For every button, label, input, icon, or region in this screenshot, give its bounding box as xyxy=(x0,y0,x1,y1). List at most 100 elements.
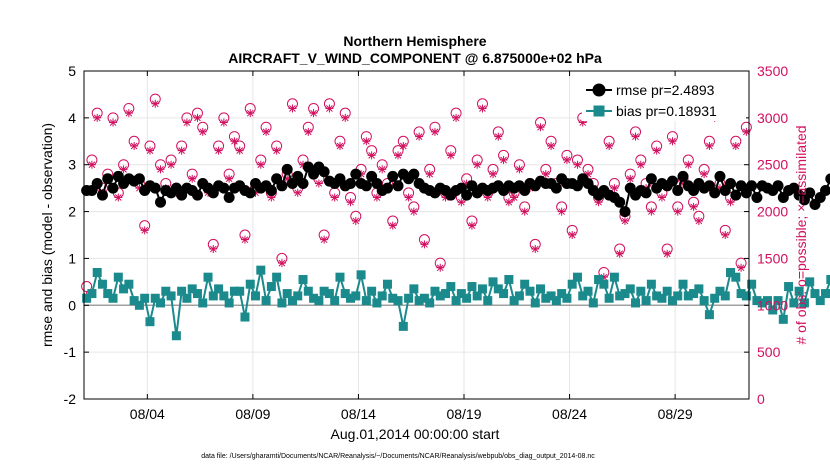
bias-point xyxy=(108,293,118,303)
bias-point xyxy=(541,293,551,303)
bias-point xyxy=(419,293,429,303)
obs-assimilated-point xyxy=(668,137,677,146)
obs-assimilated-point xyxy=(351,216,360,225)
bias-series xyxy=(82,265,830,341)
obs-assimilated-point xyxy=(652,146,661,155)
obs-assimilated-point xyxy=(531,245,540,254)
x-tick-label: 08/14 xyxy=(341,406,376,422)
obs-assimilated-point xyxy=(188,174,197,183)
obs-assimilated-point xyxy=(441,193,450,202)
bias-point xyxy=(414,296,424,306)
bias-point xyxy=(762,296,772,306)
obs-assimilated-point xyxy=(124,109,133,118)
obs-assimilated-point xyxy=(504,198,513,207)
obs-assimilated-point xyxy=(325,104,334,113)
rmse-point xyxy=(223,192,235,204)
bias-point xyxy=(256,265,266,275)
rmse-point xyxy=(345,177,357,189)
bias-point xyxy=(430,286,440,296)
obs-assimilated-point xyxy=(436,263,445,272)
bias-point xyxy=(182,293,192,303)
obs-assimilated-point xyxy=(689,202,698,211)
bias-point xyxy=(171,331,181,341)
bias-point xyxy=(810,289,820,299)
obs-assimilated-point xyxy=(536,123,545,132)
obs-assimilated-point xyxy=(494,132,503,141)
legend-box xyxy=(582,77,746,121)
rmse-point xyxy=(91,177,103,189)
obs-assimilated-point xyxy=(715,184,724,193)
chart-title: Northern Hemisphere xyxy=(343,33,486,49)
legend-rmse-marker xyxy=(592,83,606,97)
x-tick-label: 08/04 xyxy=(130,406,165,422)
bias-point xyxy=(214,284,224,294)
bias-point xyxy=(572,272,582,282)
y-tick-label: 3 xyxy=(68,157,76,173)
obs-assimilated-point xyxy=(647,207,656,216)
bias-point xyxy=(372,298,382,308)
legend-bias-label: bias pr=0.18931 xyxy=(616,103,717,119)
bias-point xyxy=(514,291,524,301)
rmse-point xyxy=(746,180,758,192)
obs-assimilated-point xyxy=(684,160,693,169)
bias-point xyxy=(768,305,778,315)
bias-point xyxy=(646,279,656,289)
bias-point xyxy=(404,293,414,303)
obs-assimilated-point xyxy=(705,141,714,150)
rmse-point xyxy=(276,180,288,192)
bias-point xyxy=(636,286,646,296)
y2-tick-label: 1500 xyxy=(757,250,788,266)
obs-assimilated-point xyxy=(626,174,635,183)
bias-point xyxy=(441,289,451,299)
obs-assimilated-point xyxy=(388,221,397,230)
y2-tick-label: 500 xyxy=(757,344,781,360)
obs-assimilated-point xyxy=(299,160,308,169)
rmse-point xyxy=(640,187,652,199)
bias-point xyxy=(208,291,218,301)
obs-assimilated-point xyxy=(721,231,730,239)
bias-point xyxy=(229,286,239,296)
bias-point xyxy=(145,317,155,327)
obs-assimilated-point xyxy=(87,160,96,169)
bias-point xyxy=(805,277,815,287)
obs-assimilated-point xyxy=(235,146,244,155)
y2-tick-label: 3500 xyxy=(757,63,788,79)
obs-assimilated-point xyxy=(615,249,624,258)
obs-assimilated-point xyxy=(267,193,276,202)
bias-point xyxy=(140,293,150,303)
rmse-point xyxy=(218,182,230,194)
bias-point xyxy=(467,282,477,292)
obs-assimilated-point xyxy=(457,198,466,207)
y2-tick-label: 1000 xyxy=(757,297,788,313)
bias-point xyxy=(451,296,461,306)
y-axis-left: -2 -1 0 1 2 3 4 5 xyxy=(64,63,89,407)
bias-point xyxy=(456,289,466,299)
rmse-point xyxy=(149,182,161,194)
bias-point xyxy=(382,279,392,289)
bias-point xyxy=(720,291,730,301)
obs-assimilated-point xyxy=(742,127,751,136)
obs-assimilated-point xyxy=(399,141,408,150)
bias-point xyxy=(694,284,704,294)
rmse-series xyxy=(81,161,830,218)
bias-point xyxy=(615,291,625,301)
bias-point xyxy=(483,296,493,306)
rmse-point xyxy=(730,189,742,201)
bias-point xyxy=(166,291,176,301)
rmse-point xyxy=(191,189,203,201)
rmse-point xyxy=(96,189,108,201)
bias-point xyxy=(620,289,630,299)
bias-point xyxy=(446,282,456,292)
x-tick-label: 08/29 xyxy=(658,406,693,422)
obs-assimilated-point xyxy=(430,127,439,136)
bias-point xyxy=(578,291,588,301)
obs-assimilated-point xyxy=(636,160,645,169)
rmse-point xyxy=(381,182,393,194)
bias-point xyxy=(472,291,482,301)
obs-assimilated-point xyxy=(510,193,519,202)
obs-assimilated-point xyxy=(578,118,587,127)
obs-assimilated-point xyxy=(515,165,524,174)
bias-point xyxy=(710,293,720,303)
obs-assimilated-point xyxy=(135,184,144,193)
rmse-point xyxy=(666,175,678,187)
